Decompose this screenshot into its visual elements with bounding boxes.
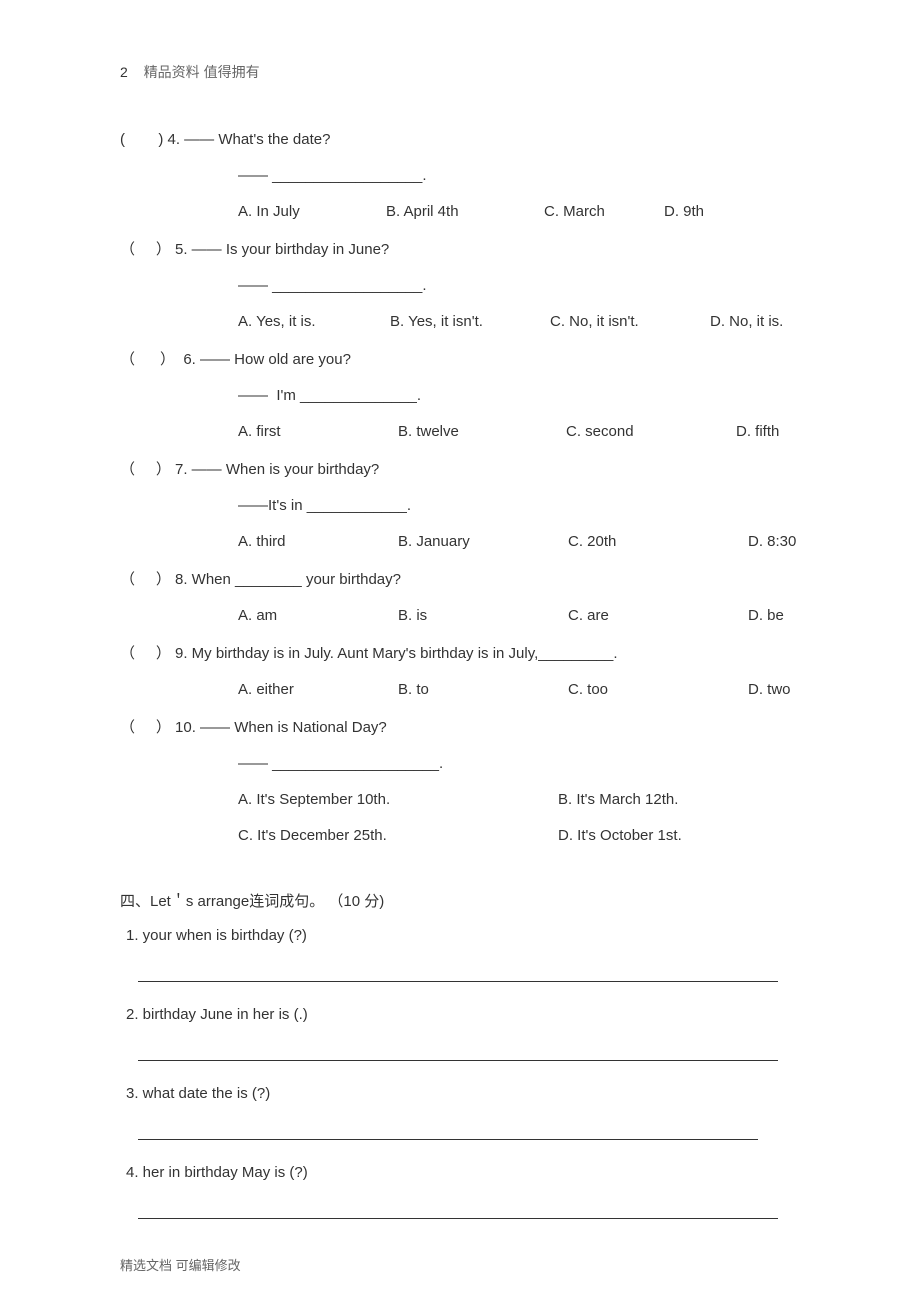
question-8-option-B: B. is	[398, 598, 568, 634]
question-6-option-C: C. second	[566, 414, 736, 450]
arrange-item-4: 4. her in birthday May is (?)	[120, 1156, 800, 1189]
question-7-prompt-line-1: ——It's in ____________.	[120, 488, 800, 524]
question-5-prompt-line-0: （ ） 5. —— Is your birthday in June?	[120, 232, 800, 268]
question-7-option-C: C. 20th	[568, 524, 748, 560]
question-4-option-B: B. April 4th	[386, 194, 544, 230]
question-4-options: A. In JulyB. April 4thC. MarchD. 9th	[120, 194, 800, 230]
question-7-option-B: B. January	[398, 524, 568, 560]
question-6-option-B: B. twelve	[398, 414, 566, 450]
question-6-options: A. firstB. twelveC. secondD. fifth	[120, 414, 800, 450]
arrange-answer-line-3	[138, 1118, 758, 1140]
arrange-item-1: 1. your when is birthday (?)	[120, 919, 800, 952]
question-4-option-D: D. 9th	[664, 194, 704, 230]
question-4-prompt-line-0: ( ) 4. —— What's the date?	[120, 122, 800, 158]
question-10-prompt-line-0: （ ） 10. —— When is National Day?	[120, 710, 800, 746]
question-8-option-D: D. be	[748, 598, 784, 634]
question-5-option-D: D. No, it is.	[710, 304, 783, 340]
question-5-option-C: C. No, it isn't.	[550, 304, 710, 340]
question-4-option-C: C. March	[544, 194, 664, 230]
question-8-prompt-line-0: （ ） 8. When ________ your birthday?	[120, 562, 800, 598]
arrange-item-2: 2. birthday June in her is (.)	[120, 998, 800, 1031]
question-6-option-A: A. first	[238, 414, 398, 450]
question-9-option-A: A. either	[238, 672, 398, 708]
arrange-answer-line-1	[138, 960, 778, 982]
question-7-option-D: D. 8:30	[748, 524, 796, 560]
question-4-option-A: A. In July	[238, 194, 386, 230]
question-6: （ ） 6. —— How old are you?—— I'm _______…	[120, 342, 800, 450]
question-10: （ ） 10. —— When is National Day?—— _____…	[120, 710, 800, 854]
page-footer: 精选文档 可编辑修改	[120, 1255, 800, 1274]
question-10-option-0: A. It's September 10th.	[238, 782, 558, 818]
question-4-prompt-line-1: —— __________________.	[120, 158, 800, 194]
question-5-option-B: B. Yes, it isn't.	[390, 304, 550, 340]
question-6-prompt-line-0: （ ） 6. —— How old are you?	[120, 342, 800, 378]
question-8-option-A: A. am	[238, 598, 398, 634]
question-6-prompt-line-1: —— I'm ______________.	[120, 378, 800, 414]
question-5-prompt-line-1: —— __________________.	[120, 268, 800, 304]
question-5: （ ） 5. —— Is your birthday in June?—— __…	[120, 232, 800, 340]
question-10-option-2: C. It's December 25th.	[238, 818, 558, 854]
arrange-answer-line-4	[138, 1197, 778, 1219]
question-8-option-C: C. are	[568, 598, 748, 634]
header-text: 精品资料 值得拥有	[144, 64, 260, 80]
question-10-options-row-0: A. It's September 10th.B. It's March 12t…	[120, 782, 800, 818]
question-8: （ ） 8. When ________ your birthday?A. am…	[120, 562, 800, 634]
question-9-option-C: C. too	[568, 672, 748, 708]
question-10-option-1: B. It's March 12th.	[558, 782, 678, 818]
arrange-item-3: 3. what date the is (?)	[120, 1077, 800, 1110]
question-9-prompt-line-0: （ ） 9. My birthday is in July. Aunt Mary…	[120, 636, 800, 672]
question-7-option-A: A. third	[238, 524, 398, 560]
question-10-options-row-1: C. It's December 25th.D. It's October 1s…	[120, 818, 800, 854]
question-5-option-A: A. Yes, it is.	[238, 304, 390, 340]
page-number: 2	[120, 64, 128, 80]
question-10-prompt-line-1: —— ____________________.	[120, 746, 800, 782]
question-6-option-D: D. fifth	[736, 414, 779, 450]
question-10-option-3: D. It's October 1st.	[558, 818, 682, 854]
multiple-choice-questions: ( ) 4. —— What's the date?—— ___________…	[120, 122, 800, 854]
question-7-prompt-line-0: （ ） 7. —— When is your birthday?	[120, 452, 800, 488]
question-7: （ ） 7. —— When is your birthday?——It's i…	[120, 452, 800, 560]
section-4-title: 四、Let＇s arrange连词成句。 （10 分)	[120, 890, 800, 911]
question-9-options: A. eitherB. toC. tooD. two	[120, 672, 800, 708]
question-7-options: A. thirdB. JanuaryC. 20thD. 8:30	[120, 524, 800, 560]
arrange-answer-line-2	[138, 1039, 778, 1061]
question-9-option-D: D. two	[748, 672, 791, 708]
question-5-options: A. Yes, it is.B. Yes, it isn't.C. No, it…	[120, 304, 800, 340]
question-9: （ ） 9. My birthday is in July. Aunt Mary…	[120, 636, 800, 708]
page-header: 2 精品资料 值得拥有	[120, 62, 800, 82]
question-4: ( ) 4. —— What's the date?—— ___________…	[120, 122, 800, 230]
arrange-section: 1. your when is birthday (?) 2. birthday …	[120, 919, 800, 1219]
question-9-option-B: B. to	[398, 672, 568, 708]
question-8-options: A. amB. isC. areD. be	[120, 598, 800, 634]
